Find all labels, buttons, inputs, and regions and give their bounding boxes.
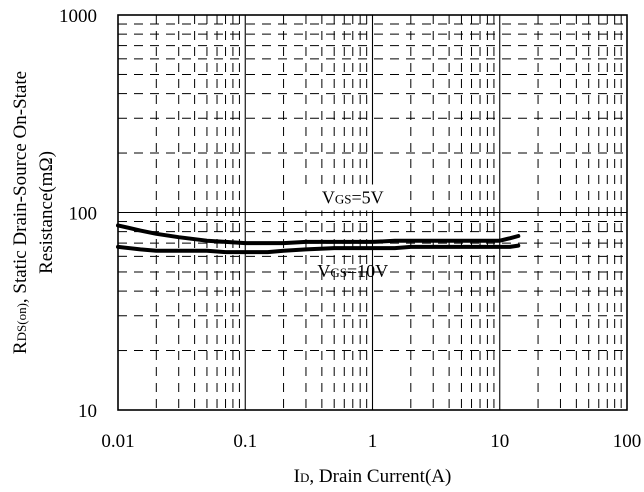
y-tick-label: 10 xyxy=(78,401,97,422)
y-axis-title-line2: Resistance(mΩ) xyxy=(36,151,57,274)
x-tick-label: 0.1 xyxy=(233,431,257,452)
x-tick-label: 100 xyxy=(613,431,642,452)
series-label-background xyxy=(295,184,410,211)
x-tick-label: 10 xyxy=(490,431,509,452)
grid xyxy=(118,15,627,410)
series-labels: VGS=5V VGS=10V xyxy=(295,184,410,281)
series-lines xyxy=(116,223,521,255)
y-tick-label: 1000 xyxy=(59,6,97,27)
y-axis-title-line1: RDS(on), Static Drain-Source On-State xyxy=(10,71,31,354)
series-label-vgs-10v: VGS=10V xyxy=(317,261,388,281)
y-tick-label: 100 xyxy=(69,204,98,225)
series-line-vgs-5v xyxy=(116,223,521,246)
x-axis-title: ID, Drain Current(A) xyxy=(294,466,452,487)
y-axis-title: RDS(on), Static Drain-Source On-State Re… xyxy=(10,71,57,354)
tick-labels: 0.01 0.1 1 10 100 10 100 1000 xyxy=(59,6,641,452)
series-label-vgs-5v: VGS=5V xyxy=(322,188,384,208)
series-line-vgs-10v xyxy=(116,243,521,255)
x-tick-label: 1 xyxy=(368,431,378,452)
plot-frame xyxy=(117,14,628,411)
x-tick-label: 0.01 xyxy=(101,431,134,452)
